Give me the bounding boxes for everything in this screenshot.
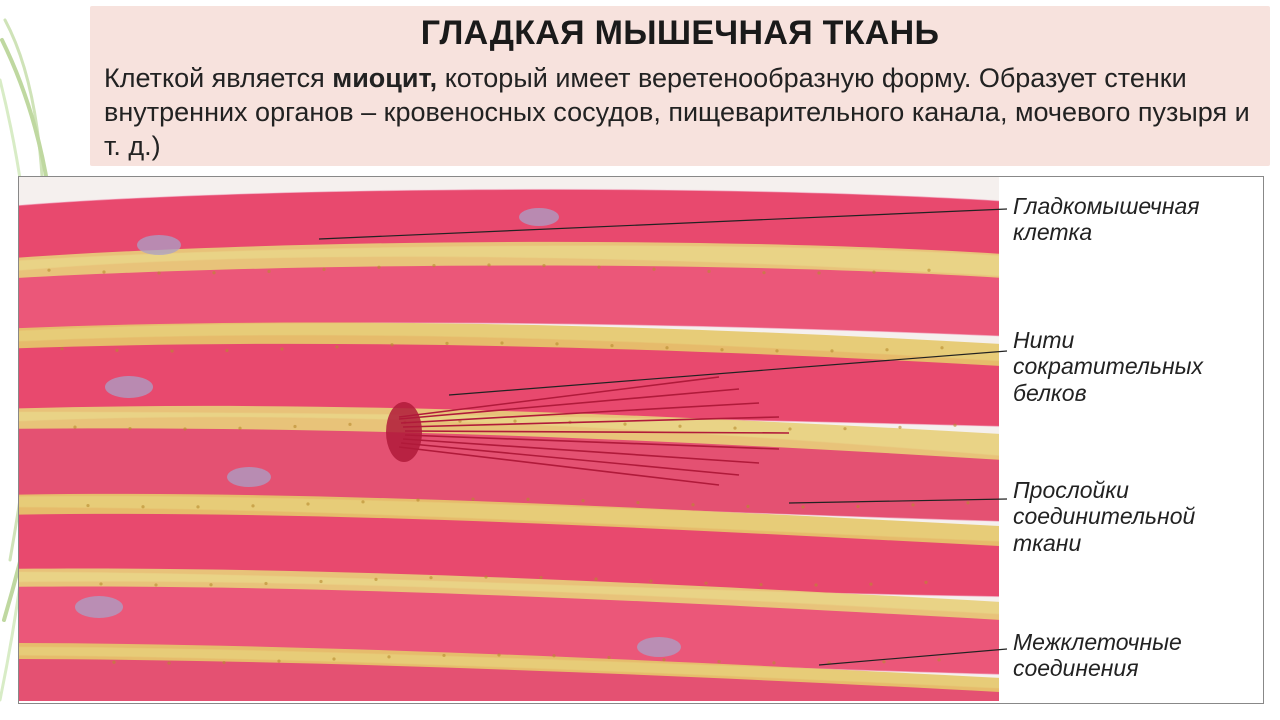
figure-container: Гладкомышечная клетка Нити сократительных… [18, 176, 1264, 704]
header-band: ГЛАДКАЯ МЫШЕЧНАЯ ТКАНЬ Клеткой является … [90, 6, 1270, 166]
micrograph-illustration [19, 177, 999, 701]
figure-label: Прослойки соединительной ткани [1013, 477, 1257, 556]
body-pre: Клеткой является [104, 63, 332, 93]
figure-label: Нити сократительных белков [1013, 327, 1257, 406]
body-bold: миоцит, [332, 63, 437, 93]
slide-title: ГЛАДКАЯ МЫШЕЧНАЯ ТКАНЬ [90, 14, 1270, 53]
figure-label: Гладкомышечная клетка [1013, 193, 1257, 246]
micrograph-panel [19, 177, 999, 701]
slide-body-text: Клеткой является миоцит, который имеет в… [104, 62, 1256, 163]
figure-label: Межклеточные соединения [1013, 629, 1257, 682]
figure-labels: Гладкомышечная клетка Нити сократительных… [1013, 177, 1261, 701]
